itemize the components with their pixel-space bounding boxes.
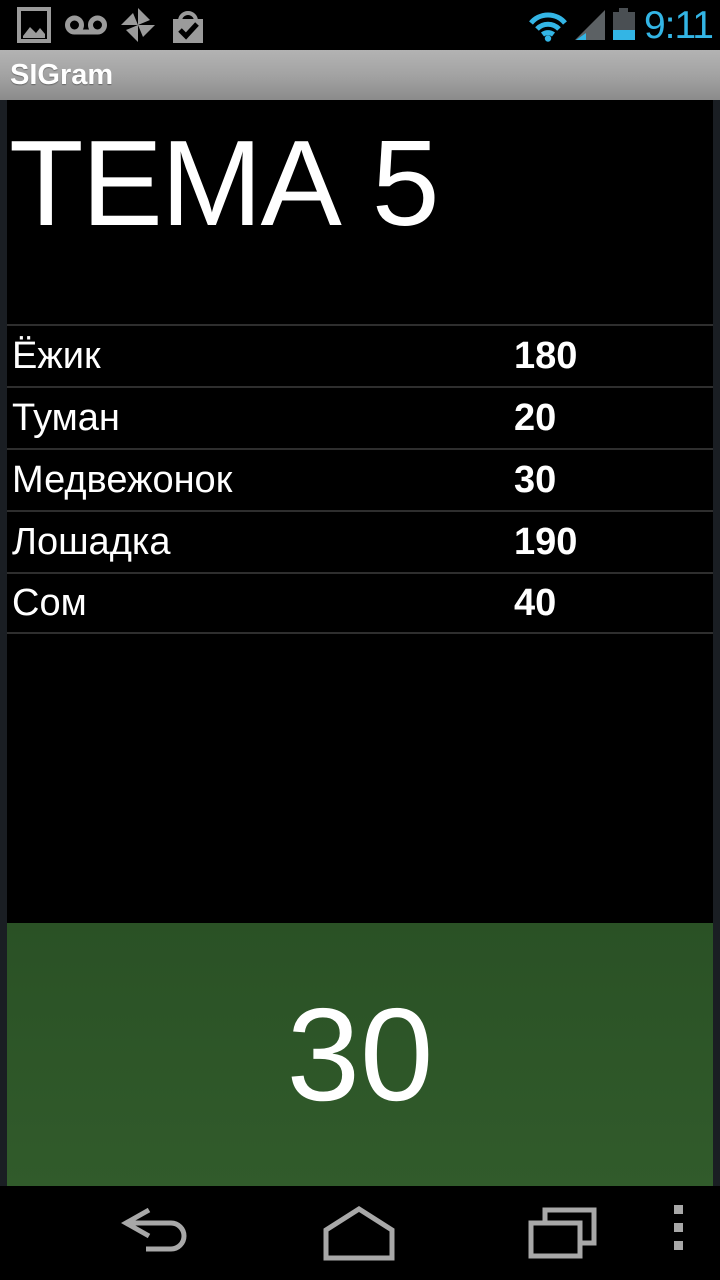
home-icon[interactable] [321,1205,397,1261]
notification-icons [0,5,208,45]
wifi-icon [529,9,567,42]
list-item[interactable]: Туман 20 [7,386,713,448]
system-status-icons: 9:11 [529,6,720,45]
back-icon[interactable] [121,1207,195,1259]
item-label: Туман [12,396,120,439]
pinwheel-icon [119,6,157,44]
recents-icon[interactable] [528,1207,598,1259]
app-title: SIGram [10,58,114,91]
navigation-bar [0,1186,720,1280]
answer-panel[interactable]: 30 [7,923,713,1186]
item-value: 180 [514,334,578,377]
item-value: 30 [514,458,557,501]
list-item[interactable]: Сом 40 [7,572,713,634]
bag-check-icon [168,5,208,45]
title-bar: SIGram [0,50,720,100]
answer-value: 30 [286,980,434,1128]
list-item[interactable]: Лошадка 190 [7,510,713,572]
item-value: 190 [514,520,578,563]
item-label: Лошадка [12,520,171,563]
overflow-menu-icon[interactable] [674,1205,683,1250]
item-value: 40 [514,581,557,624]
clock: 9:11 [643,3,714,47]
page-title: ТЕМА 5 [9,115,440,251]
item-label: Ёжик [12,334,101,377]
battery-icon [612,8,635,42]
item-label: Медвежонок [12,458,233,501]
screenshot-icon [15,6,53,44]
main-panel: ТЕМА 5 Ёжик 180 Туман 20 Медвежонок 30 Л… [7,100,713,923]
list-item[interactable]: Медвежонок 30 [7,448,713,510]
score-list: Ёжик 180 Туман 20 Медвежонок 30 Лошадка … [7,324,713,634]
signal-icon [574,9,606,41]
voicemail-icon [64,6,108,44]
status-bar: 9:11 [0,0,720,50]
content-area: ТЕМА 5 Ёжик 180 Туман 20 Медвежонок 30 Л… [0,100,720,1186]
item-value: 20 [514,396,557,439]
item-label: Сом [12,581,87,624]
list-item[interactable]: Ёжик 180 [7,324,713,386]
